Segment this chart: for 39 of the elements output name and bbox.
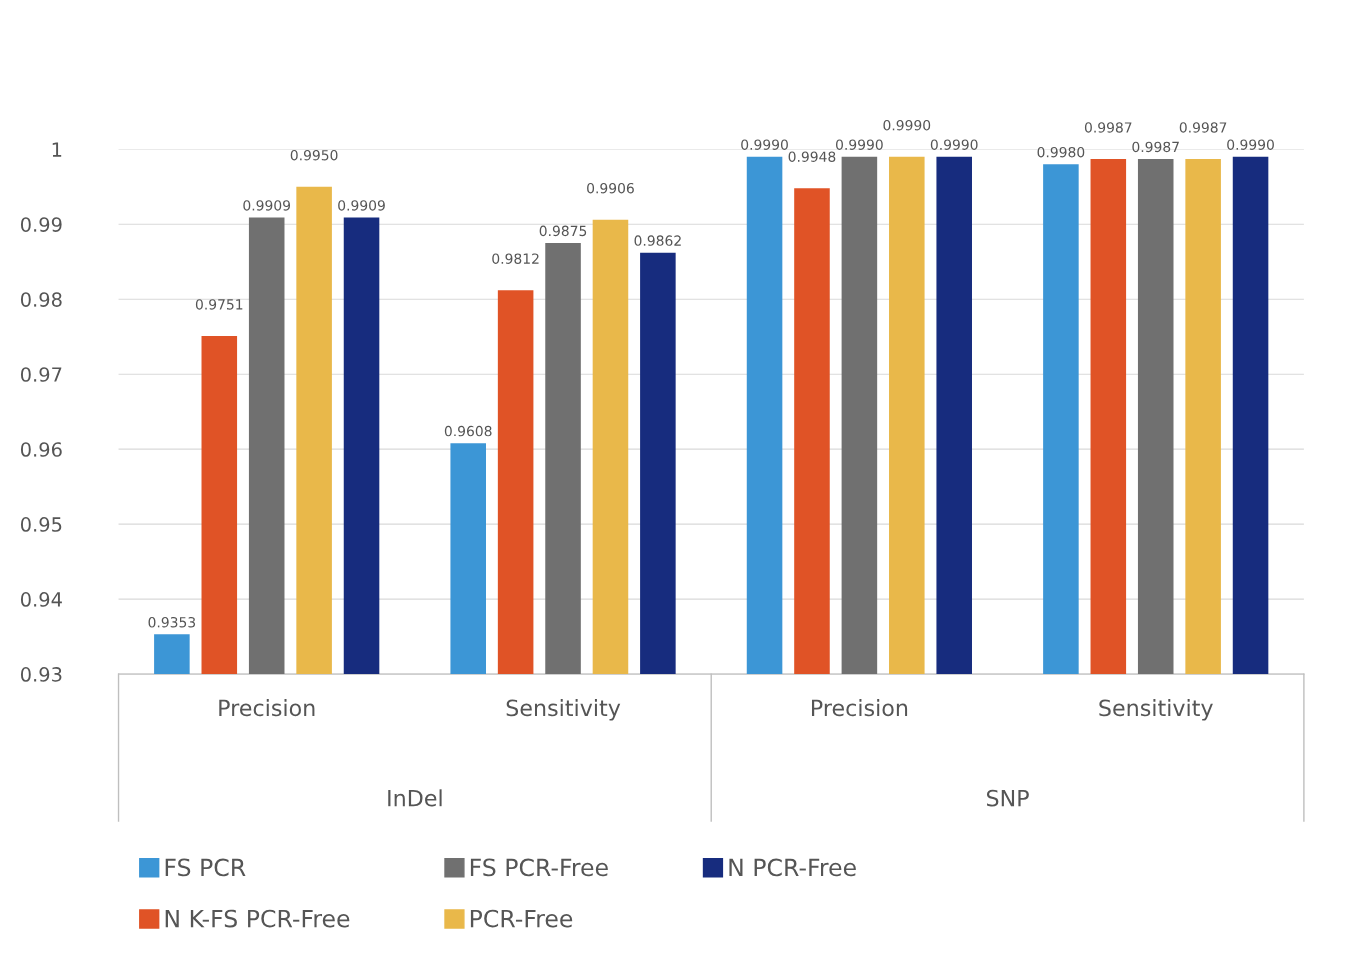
data-label: 0.9812: [492, 253, 539, 264]
data-label: 0.9875: [539, 225, 587, 237]
y-tick-label: 0.98: [20, 292, 62, 307]
data-label: 0.9608: [444, 425, 492, 437]
data-label: 0.9909: [338, 200, 385, 211]
y-tick-label: 0.97: [20, 367, 62, 382]
data-label: 0.9950: [290, 149, 338, 161]
data-label: 0.9980: [1037, 146, 1085, 158]
y-tick-label: 0.94: [20, 592, 62, 607]
data-label: 0.9353: [148, 617, 196, 628]
y-tick-label: 0.93: [20, 667, 62, 682]
x-tick-label: Precision: [812, 699, 908, 717]
legend-label: FS PCR-Free: [470, 858, 608, 877]
legend-label: N K-FS PCR-Free: [165, 909, 350, 928]
y-tick-label: 0.99: [20, 217, 62, 232]
x-tick-label: Sensitivity: [1099, 699, 1213, 721]
text: InDel: [388, 789, 442, 807]
x-tick-label: Precision: [219, 699, 315, 717]
y-tick-label: 1: [52, 142, 62, 157]
y-tick-label: 0.96: [20, 442, 62, 457]
y-tick-label: 0.95: [20, 517, 62, 532]
data-label: 0.9990: [883, 119, 931, 131]
data-label: 0.9948: [788, 151, 836, 162]
data-label: 0.9862: [634, 235, 681, 246]
data-label: 0.9987: [1132, 141, 1179, 153]
data-label: 0.9906: [587, 182, 634, 194]
data-label: 0.9987: [1179, 122, 1227, 133]
legend-label: PCR-Free: [470, 909, 573, 928]
text: SNP: [986, 789, 1029, 807]
data-label: 0.9987: [1084, 122, 1132, 133]
data-label: 0.9990: [1227, 139, 1274, 150]
legend-label: N PCR-Free: [729, 858, 856, 877]
data-label: 0.9909: [243, 200, 291, 211]
data-label: 0.9990: [930, 139, 978, 150]
legend-label: FS PCR: [165, 858, 246, 877]
data-label: 0.9751: [195, 299, 243, 310]
x-tick-label: Sensitivity: [506, 699, 621, 721]
data-label: 0.9990: [836, 139, 883, 150]
data-label: 0.9990: [741, 139, 788, 150]
